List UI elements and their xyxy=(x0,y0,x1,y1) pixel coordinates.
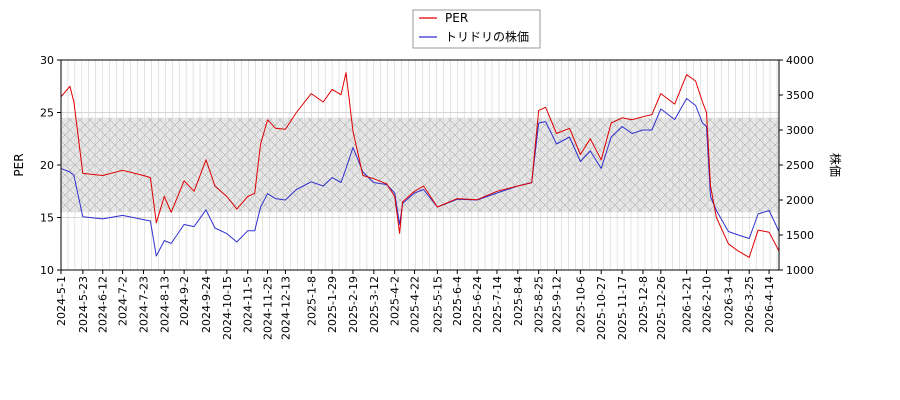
per-series-line xyxy=(61,72,779,258)
x-tick-label: 2024-7-23 xyxy=(137,276,150,333)
legend-price-label: トリドリの株価 xyxy=(445,29,529,44)
x-tick-label: 2024-12-13 xyxy=(279,276,292,340)
x-tick-label: 2026-3-25 xyxy=(743,276,756,333)
x-tick-label: 2026-1-21 xyxy=(681,276,694,333)
left-tick-label: 15 xyxy=(40,212,54,225)
x-tick-label: 2025-11-17 xyxy=(616,276,629,340)
x-axis: 2024-5-1 2024-5-23 2024-6-12 2024-7-2 2024-7… xyxy=(55,270,776,340)
x-tick-label: 2025-12-26 xyxy=(655,276,668,340)
x-tick-label: 2024-5-23 xyxy=(77,276,90,333)
x-tick-label: 2025-8-4 xyxy=(512,276,525,326)
x-tick-label: 2024-8-13 xyxy=(158,276,171,333)
x-tick-label: 2025-12-8 xyxy=(637,276,650,333)
series-layer xyxy=(61,72,779,258)
x-tick-label: 2025-6-24 xyxy=(471,276,484,333)
left-tick-label: 25 xyxy=(40,107,54,120)
x-tick-label: 2025-4-2 xyxy=(389,276,402,326)
x-tick-label: 2025-9-12 xyxy=(551,276,564,333)
x-tick-label: 2025-6-4 xyxy=(451,276,464,326)
right-y-axis: 1000 1500 2000 2500 3000 3500 4000 xyxy=(779,54,814,277)
x-tick-label: 2025-4-22 xyxy=(409,276,422,333)
left-y-axis: 10 15 20 25 30 xyxy=(40,54,61,277)
left-tick-label: 10 xyxy=(40,264,54,277)
x-tick-label: 2025-8-25 xyxy=(533,276,546,333)
x-tick-label: 2024-10-15 xyxy=(221,276,234,340)
x-tick-label: 2025-1-29 xyxy=(326,276,339,333)
x-tick-label: 2024-11-5 xyxy=(242,276,255,333)
right-tick-label: 4000 xyxy=(786,54,814,67)
x-tick-label: 2024-9-2 xyxy=(178,276,191,326)
x-tick-label: 2024-5-1 xyxy=(55,276,68,326)
x-tick-label: 2026-3-4 xyxy=(722,276,735,326)
right-tick-label: 2000 xyxy=(786,194,814,207)
left-axis-title: PER xyxy=(12,153,26,176)
right-tick-label: 1000 xyxy=(786,264,814,277)
x-tick-label: 2025-10-6 xyxy=(574,276,587,333)
left-tick-label: 30 xyxy=(40,54,54,67)
x-tick-label: 2024-11-25 xyxy=(262,276,275,340)
x-tick-label: 2024-9-24 xyxy=(200,276,213,333)
right-tick-label: 1500 xyxy=(786,229,814,242)
x-tick-label: 2025-1-8 xyxy=(305,276,318,326)
x-tick-label: 2025-2-19 xyxy=(347,276,360,333)
legend-per-label: PER xyxy=(445,11,468,25)
x-tick-label: 2025-5-15 xyxy=(431,276,444,333)
x-tick-label: 2024-7-2 xyxy=(117,276,130,326)
x-tick-label: 2024-6-12 xyxy=(97,276,110,333)
right-tick-label: 3500 xyxy=(786,89,814,102)
x-tick-label: 2026-2-10 xyxy=(701,276,714,333)
right-axis-title: 株価 xyxy=(828,153,843,177)
legend-box xyxy=(412,9,541,49)
x-tick-label: 2025-3-12 xyxy=(368,276,381,333)
x-tick-label: 2025-7-14 xyxy=(491,276,504,333)
legend: PER トリドリの株価 xyxy=(412,9,541,49)
left-tick-label: 20 xyxy=(40,159,54,172)
right-tick-label: 2500 xyxy=(786,159,814,172)
x-tick-label: 2025-10-27 xyxy=(595,276,608,340)
right-tick-label: 3000 xyxy=(786,124,814,137)
x-tick-label: 2026-4-14 xyxy=(763,276,776,333)
